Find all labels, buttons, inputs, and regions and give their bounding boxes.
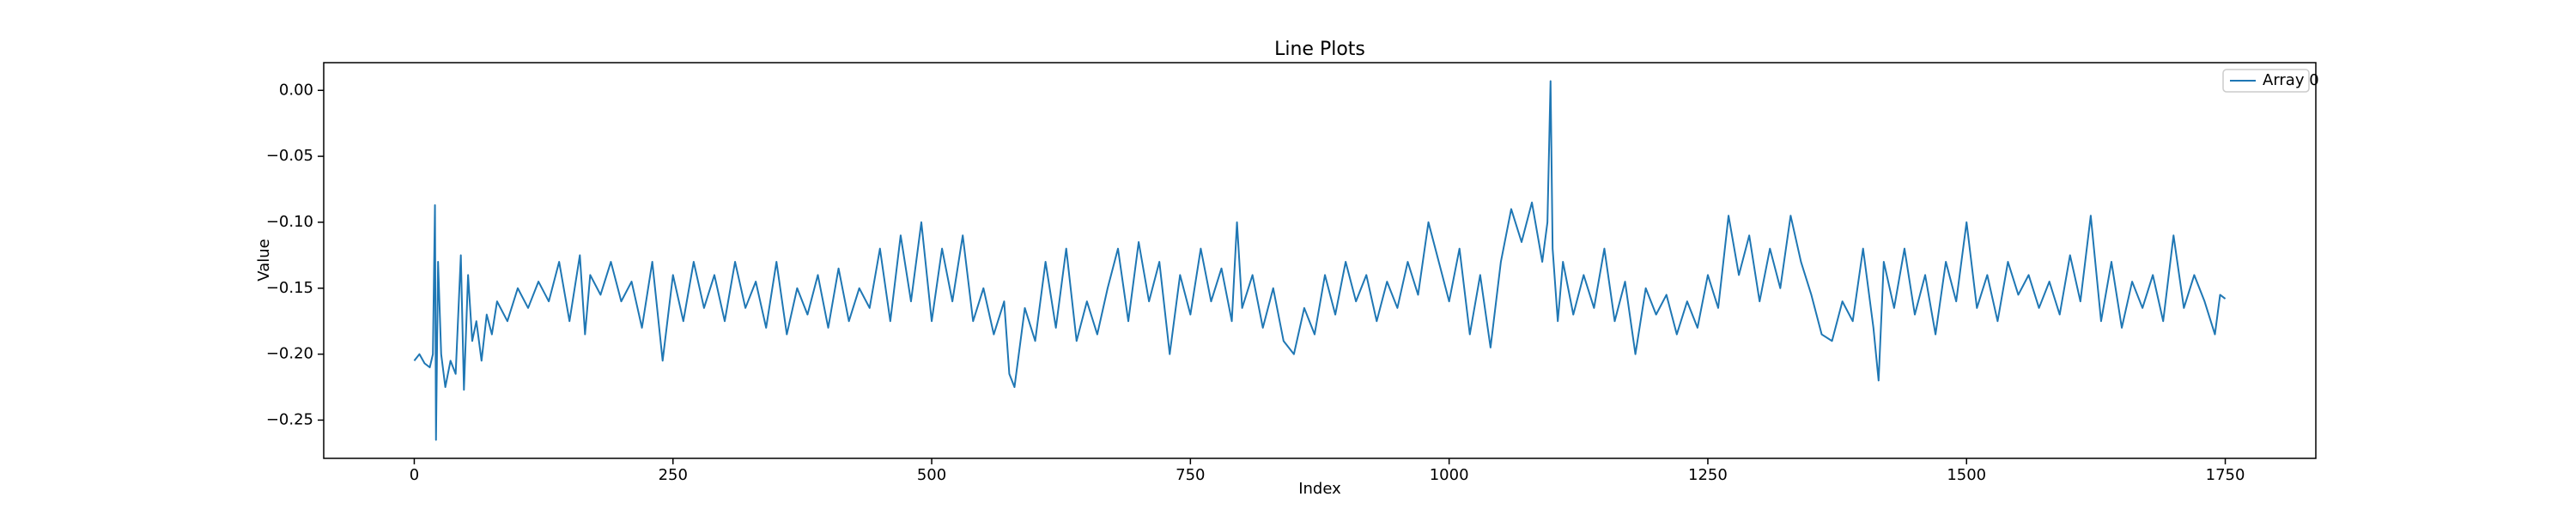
y-axis-label: Value: [255, 239, 273, 281]
legend-box: [2222, 69, 2310, 93]
plot-frame: [323, 62, 2317, 459]
x-tick-label: 1500: [1947, 466, 1986, 484]
data-line: [413, 80, 2227, 441]
y-tick-label: −0.05: [266, 147, 313, 165]
x-axis-label: Index: [1298, 480, 1341, 498]
y-tick-label: −0.25: [266, 410, 313, 428]
x-tick-label: 1750: [2206, 466, 2245, 484]
y-tick-label: 0.00: [279, 81, 313, 99]
x-tick-label: 1250: [1688, 466, 1728, 484]
y-tick-label: −0.20: [266, 345, 313, 363]
x-tick-label: 500: [917, 466, 946, 484]
x-tick-label: 1000: [1430, 466, 1469, 484]
x-tick-label: 750: [1176, 466, 1205, 484]
x-tick-label: 0: [410, 466, 419, 484]
y-tick-label: −0.15: [266, 279, 313, 297]
x-tick-label: 250: [659, 466, 688, 484]
y-tick-label: −0.10: [266, 213, 313, 231]
chart-title: Line Plots: [1274, 39, 1365, 60]
legend-label: Array 0: [2263, 71, 2319, 89]
